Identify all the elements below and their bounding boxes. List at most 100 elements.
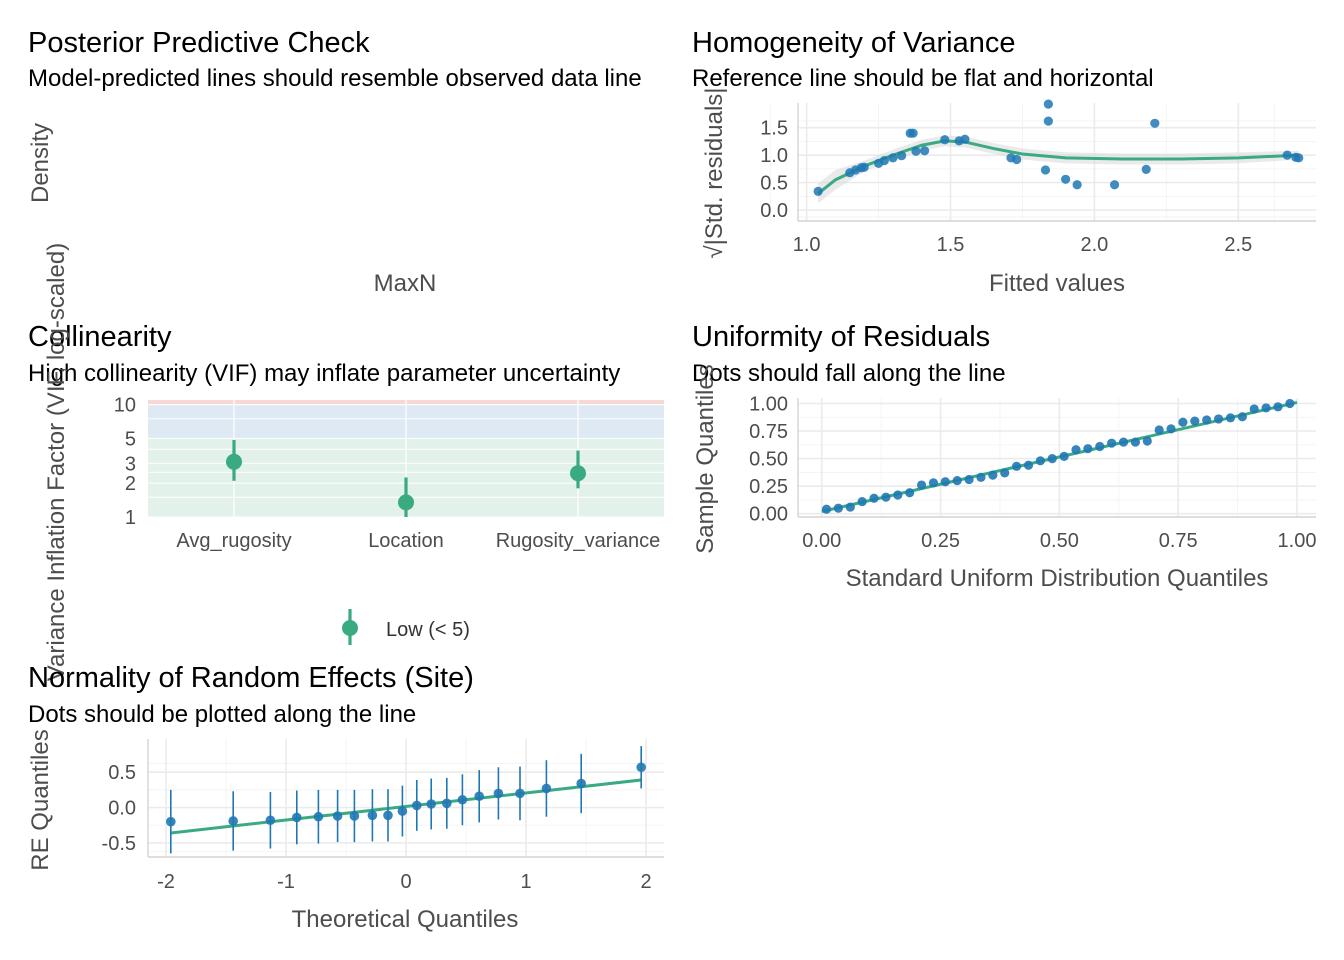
panel4-subtitle: Dots should fall along the line <box>692 360 1006 387</box>
p2-ytick-3: 1.5 <box>760 118 788 140</box>
p3-ytick-2: 3 <box>125 453 136 475</box>
p5-xtick-3: 1 <box>520 871 531 893</box>
p2-point-22 <box>1072 180 1082 190</box>
p2-point-4 <box>859 162 869 172</box>
p4-ytick-2: 0.50 <box>749 449 788 471</box>
p2-point-15 <box>960 134 970 144</box>
panel5-gridlines <box>147 739 664 858</box>
panel2-smooth-line <box>817 139 1299 195</box>
p5-point-3 <box>292 812 302 823</box>
p4-point-0 <box>821 504 832 514</box>
p2-xtick-2: 2.0 <box>1081 234 1109 256</box>
p4-xtick-4: 1.00 <box>1278 530 1317 552</box>
p4-point-12 <box>964 474 974 485</box>
p3-estimate-0 <box>226 453 242 470</box>
panel4-tick-labels: 0.00 0.25 0.50 0.75 1.00 0.00 0.25 0.50 0.75 1.00 <box>749 394 1316 552</box>
p5-ytick-0: -0.5 <box>102 833 136 855</box>
panel2-xlabel: Fitted values <box>989 270 1125 297</box>
p4-point-17 <box>1023 460 1034 470</box>
p4-point-26 <box>1130 437 1141 447</box>
p3-xtick-0: Avg_rugosity <box>176 530 291 552</box>
p4-point-15 <box>1000 468 1010 478</box>
panel5-points <box>166 746 646 854</box>
p5-point-2 <box>265 815 276 826</box>
p2-xtick-1: 1.5 <box>937 234 965 256</box>
p5-point-0 <box>166 816 176 827</box>
panel5-ylabel: RE Quantiles <box>27 729 54 870</box>
p2-point-6 <box>879 156 889 166</box>
p4-point-9 <box>928 478 939 488</box>
p2-point-23 <box>1109 180 1120 190</box>
p4-point-30 <box>1178 417 1188 427</box>
p4-ytick-4: 1.00 <box>749 394 788 416</box>
p4-point-7 <box>905 488 915 498</box>
p5-xtick-0: -2 <box>157 871 175 893</box>
p4-point-21 <box>1071 445 1081 455</box>
panel4-title: Uniformity of Residuals <box>692 321 990 353</box>
p4-xtick-2: 0.50 <box>1040 530 1079 552</box>
p5-ytick-1: 0.0 <box>108 798 136 820</box>
p2-point-8 <box>897 151 907 161</box>
p4-point-4 <box>869 493 879 503</box>
p2-point-20 <box>1043 116 1053 126</box>
p2-ytick-1: 0.5 <box>760 173 788 195</box>
panel5-reference-line <box>170 778 642 835</box>
p4-point-20 <box>1059 451 1069 461</box>
p4-point-18 <box>1035 456 1045 466</box>
p2-point-7 <box>888 153 898 163</box>
p5-ytick-2: 0.5 <box>108 762 136 784</box>
p4-point-1 <box>833 503 843 513</box>
p5-point-12 <box>442 798 452 809</box>
p4-point-28 <box>1154 425 1164 435</box>
p4-ytick-1: 0.25 <box>749 476 788 498</box>
p4-point-10 <box>940 477 950 487</box>
p5-xtick-4: 2 <box>640 871 651 893</box>
p2-ytick-0: 0.0 <box>760 200 788 222</box>
panel3-ylabel: Variance Inflation Factor (VIF, log-scal… <box>43 243 70 681</box>
panel1-xlabel: MaxN <box>374 270 437 297</box>
p4-point-19 <box>1047 454 1057 464</box>
p5-xtick-2: 0 <box>400 871 411 893</box>
p4-point-3 <box>857 496 867 507</box>
p4-point-14 <box>988 470 998 480</box>
p5-point-8 <box>383 810 393 821</box>
p5-point-15 <box>493 788 504 799</box>
panel1-title: Posterior Predictive Check <box>28 27 370 59</box>
p5-point-7 <box>367 810 378 821</box>
panel-posterior-predictive-check: Posterior Predictive Check Model-predict… <box>27 27 642 297</box>
p4-point-8 <box>916 480 927 490</box>
panel2-subtitle: Reference line should be flat and horizo… <box>692 65 1154 92</box>
panel3-tick-labels: Avg_rugosity Location Rugosity_variance 1 23… <box>114 395 661 552</box>
p5-point-1 <box>228 816 238 826</box>
p2-point-0 <box>813 186 823 196</box>
p4-point-13 <box>976 472 986 482</box>
p2-smooth-curve <box>817 139 1299 195</box>
p4-point-22 <box>1083 444 1093 454</box>
panel-normality-random-effects: Normality of Random Effects (Site) Dots … <box>27 662 664 933</box>
panel4-xlabel: Standard Uniform Distribution Quantiles <box>846 565 1269 592</box>
p3-legend-label: Low (< 5) <box>386 619 470 641</box>
p3-estimate-2 <box>570 465 586 482</box>
p4-point-31 <box>1190 416 1200 426</box>
p4-point-38 <box>1273 402 1283 412</box>
p2-ytick-2: 1.0 <box>760 145 788 167</box>
panel5-subtitle: Dots should be plotted along the line <box>28 701 416 728</box>
p2-xtick-3: 2.5 <box>1224 234 1252 256</box>
panel-collinearity: Collinearity High collinearity (VIF) may… <box>28 243 664 681</box>
p4-point-6 <box>893 490 903 500</box>
p5-xtick-1: -1 <box>277 871 295 893</box>
panel-homogeneity-of-variance: Homogeneity of Variance Reference line s… <box>692 27 1316 297</box>
p2-point-10 <box>908 128 918 138</box>
p5-point-11 <box>426 799 437 809</box>
p2-point-19 <box>1043 99 1053 109</box>
p5-point-10 <box>412 800 422 811</box>
p4-xtick-0: 0.00 <box>802 530 841 552</box>
p2-point-18 <box>1040 165 1051 175</box>
p4-point-2 <box>845 502 855 512</box>
p5-ref-line <box>170 778 642 835</box>
p2-point-13 <box>940 135 950 145</box>
p5-point-18 <box>576 778 586 789</box>
p5-point-16 <box>515 788 525 799</box>
p5-point-13 <box>457 794 468 805</box>
